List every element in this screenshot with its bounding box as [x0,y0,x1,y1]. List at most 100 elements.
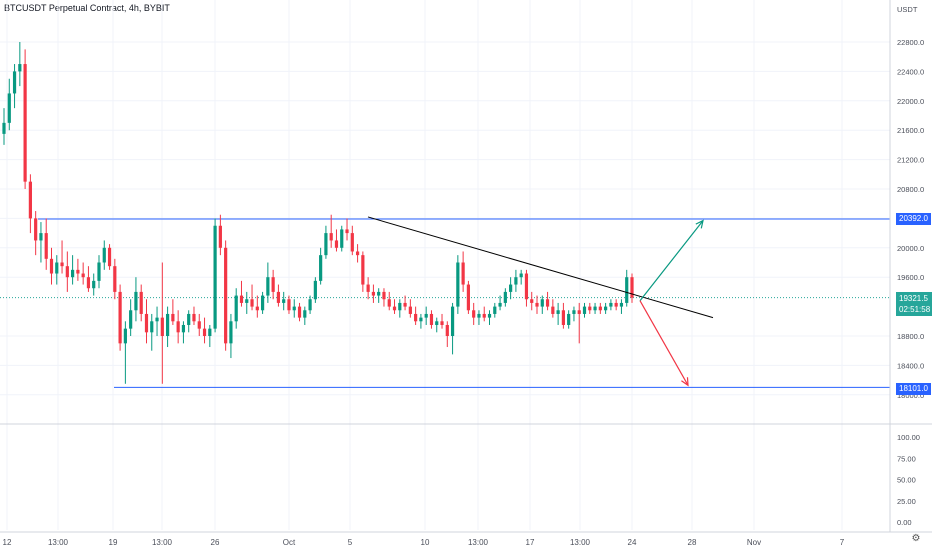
resistance-price-tag: 20392.0 [896,213,931,225]
candle-body [160,317,164,336]
candle-body [598,306,602,311]
candle-body [155,317,159,322]
candle-body [303,310,307,318]
price-tick-label: 22000.0 [897,97,924,106]
candle-body [165,313,170,336]
candle-body [477,313,481,318]
price-tick-label: 18800.0 [897,332,924,341]
candle-body [625,277,629,303]
oscillator-tick-label: 0.00 [897,518,912,527]
candle-body [609,302,613,307]
candle-body [398,302,402,311]
candle-body [7,93,11,123]
bearish-projection [639,300,689,386]
candle-body [55,262,59,274]
candle-body [561,310,565,325]
axes [0,0,932,533]
candle-body [371,291,376,296]
candle-body [440,321,444,325]
candle-body [81,273,85,278]
candle-body [392,306,397,311]
bearish-arrowhead [681,377,689,387]
candle-body [287,299,291,311]
time-tick-label: Nov [747,538,761,547]
time-tick-label: 17 [526,538,535,547]
candle-body [76,269,80,274]
price-tick-label: 19600.0 [897,273,924,282]
candle-body [250,299,254,307]
price-unit: USDT [897,5,918,14]
grid [0,0,890,530]
candle-body [65,266,69,278]
candle-body [482,313,486,318]
candle-body [313,280,317,300]
candle-body [355,251,360,256]
settings-gear-icon[interactable]: ⚙ [911,533,921,544]
time-tick-label: 24 [628,538,637,547]
candle-body [292,306,296,311]
candle-body [556,310,560,314]
candle-body [419,317,423,322]
candle-body [39,233,43,241]
oscillator-tick-label: 100.00 [897,433,920,442]
candle-body [192,313,196,322]
candle-body [224,247,228,344]
candle-body [466,284,471,311]
candle-body [181,324,186,333]
candle-body [282,299,286,303]
candle-body [493,306,497,314]
candle-body [60,262,64,267]
candle-body [213,225,217,329]
oscillator-tick-label: 25.00 [897,497,916,506]
candle-body [329,233,333,241]
candle-body [255,306,259,311]
horizontal-levels [0,218,890,388]
candle-body [276,291,281,303]
candle-body [461,262,465,285]
candle-body [424,313,428,318]
price-tick-label: 22400.0 [897,67,924,76]
candle-body [324,233,328,256]
candle-body [297,306,302,318]
candle-body [271,277,275,292]
candle-body [44,233,48,259]
candle-body [229,321,233,344]
candle-body [218,225,222,248]
candle-body [12,71,17,94]
oscillator-ticks: 100.00 75.00 50.00 25.00 0.00 [897,433,920,527]
support-price-tag: 18101.0 [896,383,931,395]
last-price-tag: 19321.5 02:51:58 [896,292,932,316]
time-tick-label: 12 [3,538,12,547]
candle-body [540,299,544,307]
candle-body [234,295,238,322]
last-price-value: 19321.5 [899,294,928,303]
candle-body [144,313,149,333]
candle-body [319,255,323,281]
candle-body [593,306,597,311]
candle-body [49,258,54,274]
candle-body [382,291,386,300]
candle-body [519,273,523,278]
oscillator-tick-label: 75.00 [897,454,916,463]
candle-body [139,291,143,314]
time-tick-label: 10 [421,538,430,547]
candle-body [588,306,592,311]
bullish-projection [639,220,704,302]
price-tick-label: 20800.0 [897,185,924,194]
oscillator-tick-label: 50.00 [897,476,916,485]
candle-body [408,306,412,314]
candle-body [34,218,38,241]
candle-body [28,181,32,219]
price-tick-label: 21200.0 [897,156,924,165]
candle-body [129,310,133,329]
candle-body [176,321,180,333]
bar-countdown: 02:51:58 [899,305,931,314]
price-tick-label: 21600.0 [897,126,924,135]
candle-body [456,262,460,307]
candle-body [197,321,201,329]
candle-body [487,313,492,318]
candle-body [582,306,587,314]
candle-body [361,255,365,285]
candle-body [551,306,555,314]
